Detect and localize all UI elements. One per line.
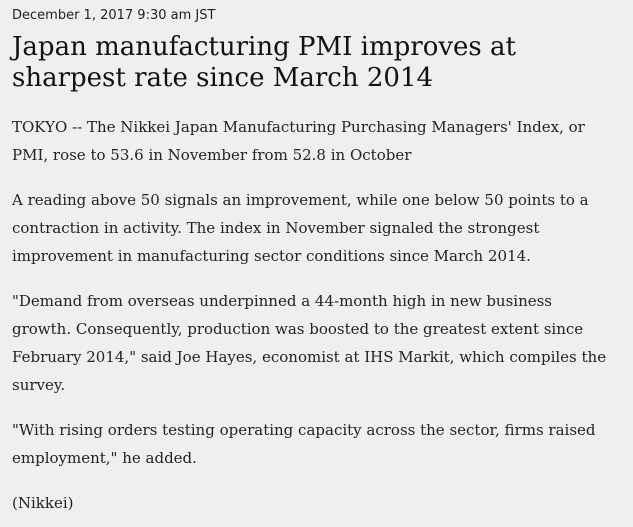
article-paragraph: A reading above 50 signals an improvemen… xyxy=(12,191,589,265)
article-headline: Japan manufacturing PMI improves at shar… xyxy=(12,32,516,93)
article-dateline: December 1, 2017 9:30 am JST xyxy=(12,8,216,23)
article-paragraph: "With rising orders testing operating ca… xyxy=(12,421,596,467)
article-paragraph: "Demand from overseas underpinned a 44-m… xyxy=(12,292,607,394)
article-paragraph: TOKYO -- The Nikkei Japan Manufacturing … xyxy=(12,118,585,164)
article-source: (Nikkei) xyxy=(12,494,74,512)
